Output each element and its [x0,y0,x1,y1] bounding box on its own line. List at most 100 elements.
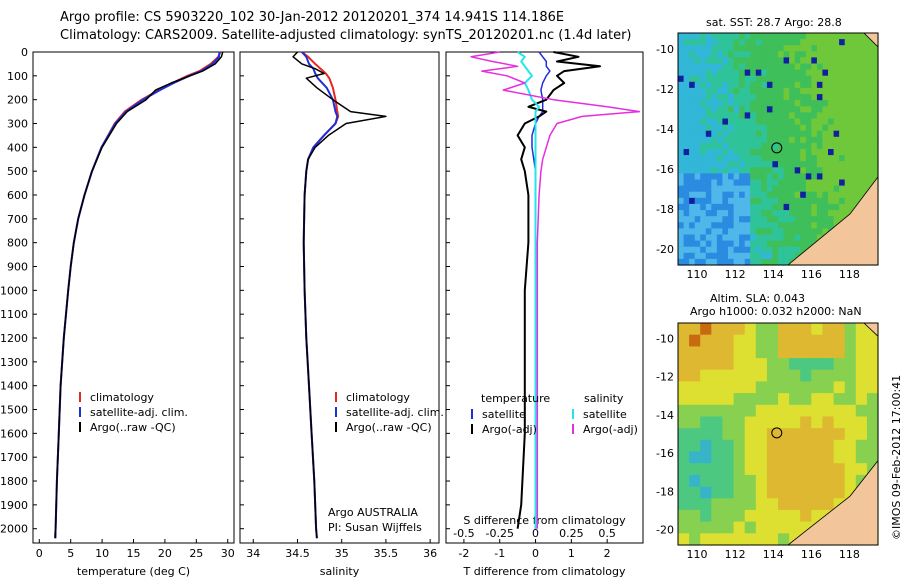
map-cell [855,124,862,132]
map-cell [811,404,823,418]
map-cell [822,369,835,382]
map-cell [728,112,735,120]
map-cell [733,185,740,193]
map-cell [811,94,818,101]
map-cell [744,130,751,138]
map-cell [855,191,862,199]
map-cell [816,216,824,223]
map-cell [733,346,746,359]
map-cell [772,228,779,236]
map-cell [778,45,785,52]
map-cell [839,124,846,132]
map-cell [755,234,762,242]
map-cell [678,210,685,217]
map-cell [811,228,818,236]
map-cell [866,118,874,126]
map-cell [750,39,757,46]
map-cell [761,149,768,156]
map-cell [866,112,874,120]
map-cell [822,185,829,193]
map-cell [689,185,696,193]
map-cell [811,428,823,441]
map-cell [766,334,779,347]
map-cell [694,149,701,156]
map-cell [772,51,779,58]
map-cell [739,112,746,120]
map-cell [839,94,846,101]
map-cell [811,167,818,174]
x-tick-label-top: -0.25 [485,527,513,540]
map-cell [866,87,874,95]
map-frame [677,32,879,266]
map-cell [811,222,818,229]
map-cell [816,234,824,242]
map-cell [711,498,723,511]
map-cell [744,63,751,71]
map-cell [855,69,862,77]
map-cell [811,112,818,120]
map-cell [711,173,718,181]
map-cell [689,234,696,242]
map-cell [689,39,696,46]
map-cell [866,149,874,156]
map-cell [755,69,762,77]
map-cell [783,240,790,248]
map-cell [772,94,779,101]
map-cell [744,203,751,211]
map-cell [755,222,762,229]
map-cell [728,51,735,58]
map-cell [778,197,785,205]
map-frame [677,322,879,546]
map-cell [805,136,812,144]
map-cell [789,136,796,144]
map-cell [844,393,857,406]
map-cell [783,136,790,144]
map-cell [811,87,818,95]
map-cell [766,346,779,359]
map-cell [839,197,846,205]
map-cell [839,39,846,46]
map-cell [772,130,779,138]
map-cell [700,155,707,162]
map-cell [811,509,823,523]
map-cell [861,124,868,132]
map-cell [728,63,735,71]
map-cell [716,161,724,168]
map-cell [728,240,735,248]
map-cell [705,197,712,205]
map-cell [805,173,812,181]
map-cell [689,381,701,394]
map-cell [728,75,735,83]
map-cell [716,81,724,89]
map-cell [778,161,785,168]
map-cell [744,106,751,113]
x-axis-label-temperature: temperature (deg C) [77,565,190,578]
map-cell [822,451,835,464]
x-tick-label-difference: 0 [532,547,539,560]
map-cell [689,130,696,138]
map-cell [728,216,735,223]
map-cell [733,63,740,71]
map-cell [800,130,807,138]
map-cell [816,136,824,144]
map-cell [755,216,762,223]
map-cell [855,142,862,150]
map-cell [739,118,746,126]
map-cell [739,228,746,236]
map-cell [711,112,718,120]
map-cell [761,173,768,181]
map-cell [861,149,868,156]
map-cell [800,81,807,89]
map-cell [766,100,774,107]
map-cell [744,179,751,187]
map-cell [678,63,685,71]
map-cell [816,222,824,229]
map-cell [744,228,751,236]
map-cell [750,197,757,205]
map-cell [711,81,718,89]
map-cell [839,112,846,120]
map-cell [705,246,712,254]
map-cell [711,136,718,144]
depth-tick-label: 1800 [0,475,28,488]
map-cell [683,149,690,156]
